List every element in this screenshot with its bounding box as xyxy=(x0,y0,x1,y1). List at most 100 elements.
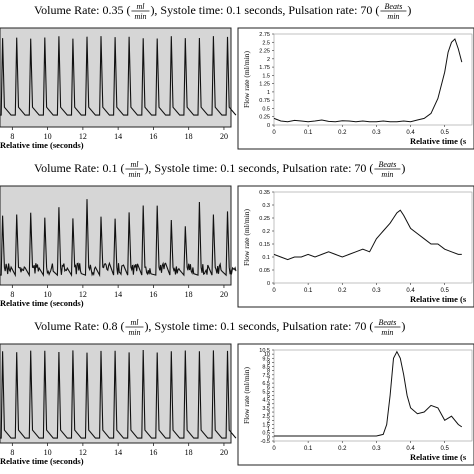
caption-volume: Volume Rate: 0.35 ( xyxy=(34,3,130,17)
caption-rate-num: Beats xyxy=(379,160,397,169)
y-tick-label: 7.5 xyxy=(262,373,270,379)
y-tick-label: 2.5 xyxy=(262,414,270,420)
caption-rate-den: min xyxy=(381,328,393,337)
x-tick-label: 12 xyxy=(79,448,87,457)
signal-panel: 8 10 12 14 16 18 20 Relative time (seconds) xyxy=(0,27,237,150)
caption-rate-den: min xyxy=(381,170,393,179)
flow-xlabel: Relative time (s xyxy=(410,452,467,462)
x-tick-label: 16 xyxy=(149,290,157,299)
x-tick-label: 14 xyxy=(114,290,122,299)
signal-xlabel: Relative time (seconds) xyxy=(0,456,84,466)
y-tick-label: 1.5 xyxy=(262,73,270,79)
flow-panel: 0 0.25 0.5 0.75 1 1.25 1.5 1.75 2 2.25 2.5 2.75 0 0.1… xyxy=(237,27,474,150)
x-tick-label: 0.5 xyxy=(441,446,450,452)
flow-xlabel: Relative time (s xyxy=(410,294,467,304)
y-tick-label: 0 xyxy=(267,281,270,287)
y-tick-label: 4.5 xyxy=(262,398,270,404)
x-tick-label: 10 xyxy=(44,448,52,457)
flow-series-line xyxy=(274,350,463,437)
x-tick-label: 0.3 xyxy=(372,446,381,452)
y-tick-label: 1 xyxy=(267,427,270,433)
y-tick-label: 0.1 xyxy=(262,255,270,261)
x-tick-label: 8 xyxy=(10,132,14,141)
x-tick-label: 18 xyxy=(185,290,193,299)
y-tick-label: 0 xyxy=(267,435,270,441)
caption-unit-num: ml xyxy=(130,160,139,169)
y-tick-label: 0 xyxy=(267,123,270,129)
caption-close: ) xyxy=(407,3,411,17)
x-tick-label: 0.5 xyxy=(441,130,450,136)
y-tick-label: 2.75 xyxy=(259,32,270,38)
flow-ylabel: Flow rate (ml/min) xyxy=(242,208,251,266)
caption-rest: ), Systole time: 0.1 seconds, Pulsation … xyxy=(144,161,373,175)
x-tick-label: 20 xyxy=(220,132,228,141)
y-tick-label: 1 xyxy=(267,90,270,96)
x-tick-label: 0.4 xyxy=(406,446,415,452)
caption-unit-num: ml xyxy=(136,2,145,11)
signal-waveform xyxy=(0,349,237,439)
caption-rate-num: Beats xyxy=(379,318,397,327)
y-tick-label: 5.5 xyxy=(262,389,270,395)
y-tick-label: 1.5 xyxy=(262,422,270,428)
flow-series-line xyxy=(273,209,462,261)
y-tick-label: 5 xyxy=(267,394,270,400)
x-tick-label: 18 xyxy=(185,132,193,141)
y-tick-label: 10.5 xyxy=(259,348,270,354)
caption-close: ) xyxy=(401,319,405,333)
flow-plot-area xyxy=(273,349,473,442)
flow-ylabel: Flow rate (ml/min) xyxy=(242,50,251,108)
flow-panel: -0.500.511.522.533.544.555.566.577.588.5… xyxy=(237,343,474,466)
y-tick-label: 1.75 xyxy=(259,65,270,71)
signal-waveform xyxy=(0,36,237,116)
y-tick-label: 8 xyxy=(267,369,270,375)
x-tick-label: 10 xyxy=(44,290,52,299)
caption-volume: Volume Rate: 0.8 ( xyxy=(34,319,124,333)
x-tick-label: 0.3 xyxy=(372,288,381,294)
x-tick-label: 14 xyxy=(114,448,122,457)
signal-panel: 8 10 12 14 16 18 20 Relative time (seconds) xyxy=(0,185,237,308)
y-tick-label: 2.5 xyxy=(262,40,270,46)
x-tick-label: 8 xyxy=(10,290,14,299)
flow-xlabel: Relative time (s xyxy=(410,136,467,146)
y-tick-label: 0.15 xyxy=(259,242,270,248)
signal-xlabel: Relative time (seconds) xyxy=(0,298,84,308)
caption-close: ) xyxy=(401,161,405,175)
x-tick-label: 0 xyxy=(272,130,276,136)
caption-unit-den: min xyxy=(128,170,140,179)
y-tick-label: 4 xyxy=(267,402,270,408)
y-tick-label: 1.25 xyxy=(259,82,270,88)
y-tick-label: 8.5 xyxy=(262,365,270,371)
y-tick-label: 10 xyxy=(264,352,270,358)
signal-waveform xyxy=(0,199,237,278)
caption-rest: ), Systole time: 0.1 seconds, Pulsation … xyxy=(144,319,373,333)
flow-series-line xyxy=(273,38,463,123)
y-tick-label: 0.5 xyxy=(262,106,270,112)
y-tick-label: 0.35 xyxy=(259,190,270,196)
caption-unit-den: min xyxy=(128,328,140,337)
y-tick-label: 6 xyxy=(267,385,270,391)
x-tick-label: 16 xyxy=(149,132,157,141)
caption-unit-num: ml xyxy=(130,318,139,327)
y-tick-label: 2 xyxy=(267,57,270,63)
y-tick-label: 0.2 xyxy=(262,229,270,235)
y-tick-label: 0.05 xyxy=(259,268,270,274)
x-tick-label: 0.4 xyxy=(406,288,415,294)
y-tick-label: 7 xyxy=(267,377,270,383)
x-tick-label: 16 xyxy=(149,448,157,457)
x-tick-label: 10 xyxy=(44,132,52,141)
y-tick-label: 0.25 xyxy=(259,115,270,121)
y-tick-label: 6.5 xyxy=(262,381,270,387)
x-tick-label: 12 xyxy=(79,290,87,299)
caption-unit-den: min xyxy=(134,12,146,21)
y-tick-label: 9 xyxy=(267,360,270,366)
y-tick-label: 3.5 xyxy=(262,406,270,412)
x-tick-label: 0.2 xyxy=(338,446,347,452)
x-tick-label: 18 xyxy=(185,448,193,457)
y-tick-label: 0.75 xyxy=(259,98,270,104)
